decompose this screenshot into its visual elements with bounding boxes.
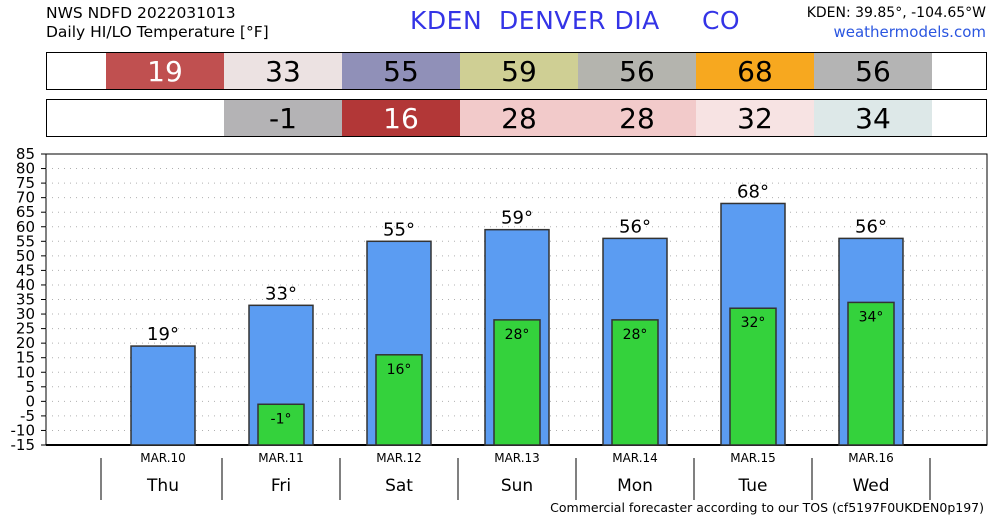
hi-value-label: 56°	[619, 216, 651, 237]
x-day-label: Fri	[271, 476, 291, 496]
header-right: KDEN: 39.85°, -104.65°W weathermodels.co…	[807, 4, 986, 42]
y-tick-label: 75	[16, 174, 35, 192]
hi-value-label: 33°	[265, 283, 297, 304]
y-tick-label: 60	[16, 218, 35, 236]
x-date-label: MAR.15	[730, 451, 776, 465]
y-tick-label: 20	[16, 334, 35, 352]
hi-value-label: 19°	[147, 324, 179, 345]
lo-temp-cell: 34	[814, 100, 932, 136]
x-date-label: MAR.14	[612, 451, 658, 465]
x-day-label: Sun	[501, 476, 533, 496]
x-day-label: Thu	[146, 476, 179, 496]
lo-value-label: 28°	[623, 327, 648, 343]
y-tick-label: 50	[16, 247, 35, 265]
station-title: KDEN DENVER DIA CO	[410, 6, 741, 35]
model-run-label: NWS NDFD 2022031013	[46, 4, 236, 22]
x-date-label: MAR.13	[494, 451, 540, 465]
x-day-label: Sat	[385, 476, 413, 496]
hi-bar	[130, 345, 196, 446]
x-date-label: MAR.11	[258, 451, 304, 465]
lo-bar	[611, 319, 659, 446]
lo-temp-cell	[106, 100, 224, 136]
hi-value-label: 55°	[383, 219, 415, 240]
y-tick-label: 55	[16, 232, 35, 250]
x-day-label: Tue	[737, 476, 767, 496]
hi-temp-cell: 56	[578, 53, 696, 89]
header-info: NWS NDFD 2022031013 Daily HI/LO Temperat…	[46, 4, 269, 42]
hi-temp-cell: 59	[460, 53, 578, 89]
lo-value-label: 16°	[387, 362, 412, 378]
lo-value-label: 32°	[741, 315, 766, 331]
lo-value-label: 34°	[859, 309, 884, 325]
hi-temp-strip: 19 33 55 59 56 68 56	[46, 52, 987, 90]
y-tick-label: 5	[25, 378, 35, 396]
y-tick-label: -5	[20, 407, 35, 425]
hi-value-label: 59°	[501, 208, 533, 229]
lo-temp-cell: 28	[460, 100, 578, 136]
y-tick-label: 30	[16, 305, 35, 323]
y-tick-label: 35	[16, 291, 35, 309]
hi-value-label: 56°	[855, 216, 887, 237]
hi-temp-cell: 56	[814, 53, 932, 89]
y-tick-label: -15	[11, 436, 36, 454]
y-tick-label: 25	[16, 320, 35, 338]
hi-temp-cell: 68	[696, 53, 814, 89]
hi-temp-cell: 33	[224, 53, 342, 89]
lo-bar	[257, 403, 305, 446]
station-coords: KDEN: 39.85°, -104.65°W	[806, 5, 986, 21]
lo-temp-cell: 28	[578, 100, 696, 136]
lo-bar	[729, 307, 777, 446]
y-tick-label: 40	[16, 276, 35, 294]
y-tick-label: 70	[16, 189, 35, 207]
website-link[interactable]: weathermodels.com	[833, 23, 986, 41]
x-date-label: MAR.12	[376, 451, 422, 465]
y-tick-label: 10	[16, 363, 35, 381]
lo-bar	[847, 301, 895, 446]
hi-temp-cell: 55	[342, 53, 460, 89]
y-tick-label: 80	[16, 160, 35, 178]
chart-title: Daily HI/LO Temperature [°F]	[46, 23, 269, 41]
lo-temp-cell: -1	[224, 100, 342, 136]
x-day-label: Wed	[852, 476, 889, 496]
lo-bar	[375, 354, 423, 446]
lo-temp-strip: -1 16 28 28 32 34	[46, 99, 987, 137]
y-tick-label: 65	[16, 203, 35, 221]
x-day-label: Mon	[617, 476, 653, 496]
y-tick-label: 45	[16, 261, 35, 279]
lo-temp-cell: 16	[342, 100, 460, 136]
y-tick-label: 15	[16, 349, 35, 367]
y-tick-label: -10	[11, 421, 36, 439]
x-date-label: MAR.16	[848, 451, 894, 465]
lo-bar	[493, 319, 541, 446]
y-tick-label: 0	[25, 392, 35, 410]
footer-note: Commercial forecaster according to our T…	[550, 500, 984, 515]
lo-value-label: -1°	[271, 411, 292, 427]
hi-value-label: 68°	[737, 181, 769, 202]
lo-value-label: 28°	[505, 327, 530, 343]
hi-temp-cell: 19	[106, 53, 224, 89]
y-tick-label: 85	[16, 145, 35, 163]
x-date-label: MAR.10	[140, 451, 186, 465]
lo-temp-cell: 32	[696, 100, 814, 136]
